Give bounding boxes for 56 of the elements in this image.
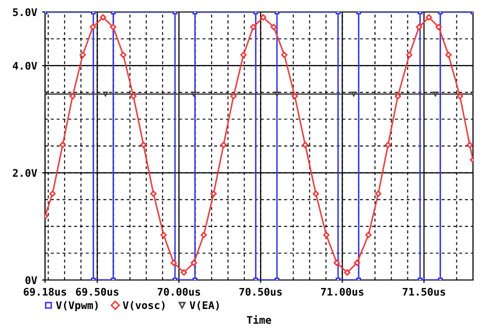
point xyxy=(200,232,207,238)
point xyxy=(180,269,188,276)
point xyxy=(384,142,392,148)
point xyxy=(436,24,442,30)
y-tick-label: 0V xyxy=(25,276,38,284)
point xyxy=(69,93,76,100)
point xyxy=(281,52,288,58)
x-tick-label: 69.50us xyxy=(76,288,118,296)
x-tick-label: 70.50us xyxy=(239,288,282,296)
legend-label: V(EA) xyxy=(190,301,219,310)
point xyxy=(250,24,256,30)
point xyxy=(80,52,86,58)
point xyxy=(375,190,382,197)
point xyxy=(100,14,106,21)
legend-label: V(vosc) xyxy=(122,301,165,310)
point xyxy=(445,52,452,58)
x-axis-title: Time xyxy=(246,315,272,324)
point xyxy=(466,142,473,148)
point xyxy=(110,24,116,30)
point xyxy=(240,52,247,58)
point xyxy=(312,190,319,197)
x-tick-label: 71.50us xyxy=(402,288,446,296)
legend-label: V(Vpwm) xyxy=(56,301,98,312)
point xyxy=(292,93,298,100)
point xyxy=(150,190,157,197)
point xyxy=(59,142,66,148)
point xyxy=(260,14,266,21)
point xyxy=(230,93,237,100)
point xyxy=(90,24,96,30)
point xyxy=(140,142,147,148)
point xyxy=(170,260,177,266)
point xyxy=(120,52,126,58)
x-tick-label: 69.18us xyxy=(24,288,66,296)
point xyxy=(334,260,340,266)
y-tick-label: 5.0V xyxy=(13,8,38,16)
point xyxy=(323,232,330,238)
point xyxy=(354,260,360,266)
point xyxy=(190,260,197,266)
point xyxy=(160,232,167,238)
point xyxy=(302,142,308,148)
x-tick-label: 70.00us xyxy=(158,288,200,296)
point xyxy=(210,190,217,197)
point xyxy=(365,232,372,238)
point xyxy=(130,93,137,100)
x-tick-label: 71.00us xyxy=(321,288,364,296)
y-tick-label: 4.0V xyxy=(12,62,38,70)
point xyxy=(49,190,56,197)
point xyxy=(394,93,402,100)
point xyxy=(426,14,432,21)
point xyxy=(270,24,277,30)
y-tick-label: 2.0V xyxy=(12,169,38,177)
point xyxy=(416,24,422,30)
point xyxy=(406,52,412,58)
point xyxy=(344,269,350,276)
point xyxy=(456,93,464,100)
point xyxy=(220,142,227,148)
